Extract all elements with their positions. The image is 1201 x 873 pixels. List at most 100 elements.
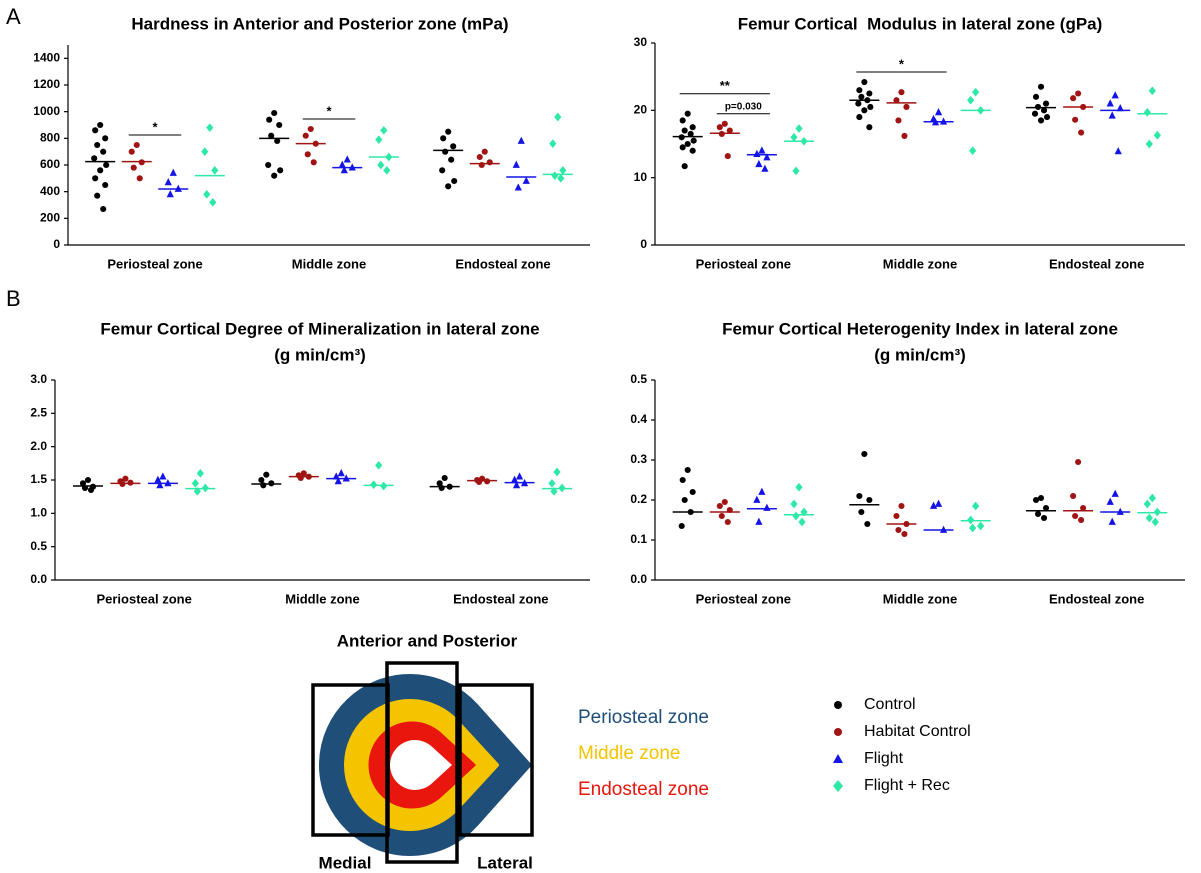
y-tick-label: 0.2 [630, 492, 647, 506]
data-point [1143, 108, 1151, 117]
data-point [557, 174, 565, 183]
legend-label: Flight + Rec [864, 777, 950, 794]
data-point [972, 87, 980, 97]
data-point [755, 159, 763, 168]
y-tick-label: 0.3 [630, 452, 647, 466]
chart-subtitle: (g min/cm³) [274, 345, 366, 364]
data-point [338, 160, 346, 168]
data-point [442, 148, 449, 155]
significance-label: ** [720, 78, 731, 93]
data-point [276, 121, 283, 129]
data-point [934, 499, 943, 507]
data-point [856, 87, 863, 94]
legend-label: Control [864, 696, 916, 713]
data-point [681, 496, 688, 504]
data-point [271, 172, 278, 179]
data-point [92, 127, 99, 134]
diagram-right-label: Lateral [477, 853, 533, 872]
data-point [100, 148, 107, 155]
y-tick-label: 1.0 [30, 506, 47, 520]
data-point [102, 181, 109, 189]
x-tick-label: Middle zone [883, 591, 957, 606]
y-tick-label: 400 [40, 184, 60, 198]
data-point [726, 127, 733, 134]
data-point [1032, 496, 1040, 504]
x-tick-label: Periosteal zone [96, 591, 191, 606]
data-point [1078, 516, 1085, 524]
data-point [258, 476, 265, 484]
x-tick-label: Endosteal zone [1049, 256, 1144, 271]
y-tick-label: 0.5 [630, 372, 647, 386]
data-point [1080, 504, 1087, 512]
data-point [895, 117, 902, 124]
legend-marker [833, 780, 843, 792]
x-tick-label: Endosteal zone [453, 591, 548, 606]
data-point [681, 163, 688, 170]
data-point [716, 124, 723, 131]
data-point [201, 147, 209, 156]
x-tick-label: Middle zone [883, 256, 957, 271]
data-point [972, 501, 980, 511]
significance-label: * [152, 119, 158, 134]
panel-label: A [6, 4, 21, 29]
data-point [861, 450, 868, 458]
data-point [866, 124, 873, 131]
data-point [721, 498, 728, 506]
y-tick-label: 0.1 [630, 532, 647, 546]
x-tick-label: Middle zone [292, 256, 366, 271]
data-point [304, 151, 311, 158]
data-point [684, 110, 691, 117]
data-point [755, 517, 763, 525]
data-point [1151, 517, 1159, 527]
data-point [898, 502, 905, 510]
zone-label: Periosteal zone [578, 707, 709, 728]
data-point [790, 499, 798, 509]
significance-label: * [326, 103, 332, 118]
data-point [684, 466, 691, 474]
data-point [510, 475, 519, 483]
data-point [91, 155, 98, 162]
data-point [864, 520, 871, 528]
data-point [690, 137, 697, 144]
y-tick-label: 0.0 [630, 572, 647, 586]
data-point [684, 140, 691, 148]
legend-label: Habitat Control [864, 723, 971, 740]
data-point [549, 139, 557, 148]
data-point [274, 137, 281, 145]
data-point [445, 183, 452, 190]
data-point [866, 90, 873, 97]
data-point [300, 470, 307, 477]
x-tick-label: Periosteal zone [696, 256, 791, 271]
y-tick-label: 2.0 [30, 439, 47, 453]
data-point [94, 141, 101, 149]
data-point [893, 512, 900, 520]
data-point [1037, 117, 1045, 124]
panel-label: B [6, 286, 21, 311]
data-point [792, 511, 800, 521]
data-point [266, 116, 273, 123]
data-point [679, 117, 686, 124]
chart-title: Femur Cortical Heterogenity Index in lat… [722, 319, 1118, 338]
y-tick-label: 10 [634, 170, 648, 184]
diagram-left-label: Medial [319, 853, 372, 872]
data-point [1106, 497, 1114, 505]
y-tick-label: 2.5 [30, 406, 47, 420]
data-point [1043, 114, 1051, 121]
data-point [795, 124, 803, 133]
data-point [753, 495, 761, 503]
chart-title: Hardness in Anterior and Posterior zone … [131, 14, 508, 33]
data-point [1143, 499, 1151, 509]
y-tick-label: 0.4 [630, 412, 647, 426]
data-point [681, 127, 688, 134]
y-tick-label: 1000 [33, 104, 60, 118]
data-point [476, 153, 483, 161]
data-point [84, 476, 92, 484]
zone-label: Middle zone [578, 743, 680, 764]
data-point [122, 475, 129, 482]
data-point [297, 474, 304, 482]
data-point [206, 123, 214, 132]
data-point [166, 190, 174, 198]
y-tick-label: 3.0 [30, 372, 47, 386]
data-point [441, 474, 448, 482]
